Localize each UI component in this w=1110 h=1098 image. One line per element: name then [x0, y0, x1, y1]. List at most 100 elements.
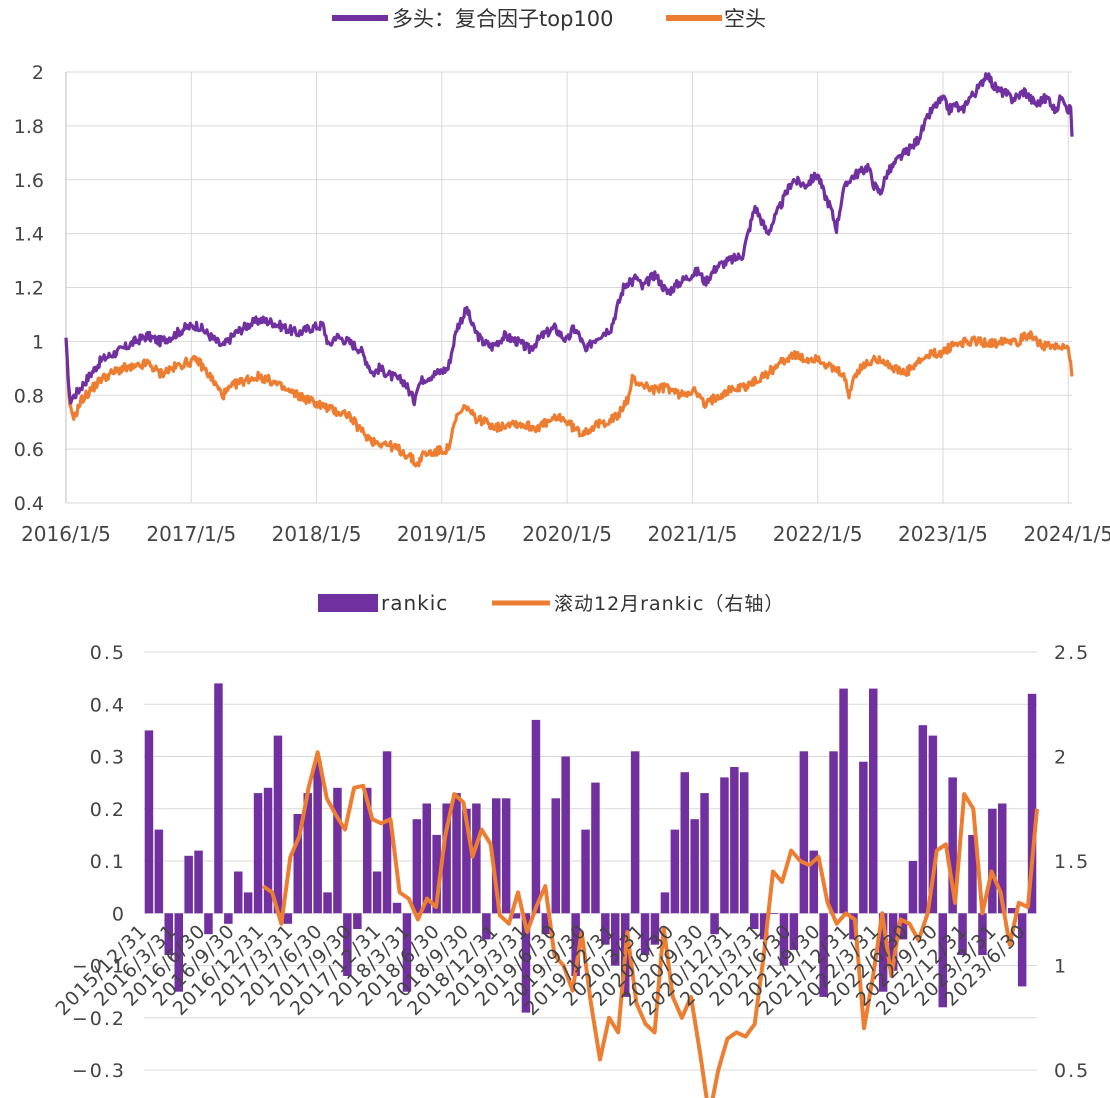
rankic-bar — [234, 871, 243, 914]
rankic-bar — [273, 735, 283, 914]
rankic-bar — [650, 913, 660, 945]
y-tick-label: 0.4 — [14, 493, 44, 515]
rankic-bar — [789, 913, 799, 950]
rankic-bar — [561, 756, 570, 914]
left-y-tick-label: 0 — [112, 903, 126, 925]
rankic-bar — [521, 913, 531, 1013]
rankic-bar — [541, 913, 551, 935]
x-tick-label: 2023/1/5 — [898, 522, 988, 546]
left-y-tick-label: −0.2 — [72, 1008, 126, 1030]
rankic-bar — [690, 819, 699, 914]
rolling-rankic-line — [261, 750, 1039, 1098]
rankic-bar — [630, 751, 640, 914]
legend-short-label: 空头 — [724, 7, 766, 31]
left-y-tick-label: 0.3 — [90, 747, 126, 769]
rankic-bar — [1027, 693, 1037, 914]
rankic-bar — [908, 861, 918, 914]
right-y-tick-label: 1.5 — [1054, 851, 1090, 873]
rankic-bar — [442, 803, 451, 914]
rankic-bar — [472, 803, 481, 914]
y-tick-label: 0.6 — [14, 439, 44, 461]
legend-rolling-label: 滚动12月rankic（右轴） — [554, 593, 784, 615]
rankic-bar — [998, 803, 1007, 914]
rankic-bar — [958, 913, 967, 956]
y-tick-label: 1.6 — [14, 170, 44, 192]
rankic-bar — [224, 913, 233, 924]
right-y-tick-label: 2.5 — [1054, 642, 1090, 664]
rankic-bar — [888, 913, 898, 971]
left-y-tick-label: −0.1 — [72, 956, 126, 978]
rankic-bar — [462, 808, 471, 914]
chart-2-right-y-axis: 0.5 1 1.5 2 2.5 — [1054, 642, 1090, 1082]
chart-2-bars — [144, 683, 1037, 1013]
y-tick-label: 1.2 — [14, 278, 44, 300]
rankic-bar — [382, 751, 392, 914]
x-tick-label: 2020/1/5 — [522, 522, 612, 546]
rankic-bar — [323, 892, 332, 914]
x-tick-label: 2019/1/5 — [397, 522, 487, 546]
left-y-tick-label: −0.3 — [72, 1060, 126, 1082]
chart-2-grid — [144, 651, 1037, 1071]
x-tick-label: 2021/1/5 — [647, 522, 737, 546]
rankic-bar — [531, 719, 541, 914]
rankic-bar — [174, 913, 183, 992]
rankic-bar — [501, 798, 511, 914]
chart-1-legend: 多头：复合因子top100 空头 — [332, 7, 766, 31]
legend-rankic-label: rankic — [381, 591, 448, 615]
rankic-bar — [452, 793, 461, 914]
rankic-bar — [680, 772, 689, 914]
rankic-bar — [184, 855, 193, 914]
rankic-bar — [948, 777, 957, 914]
rankic-bar — [144, 730, 154, 914]
y-tick-label: 0.8 — [14, 385, 44, 407]
y-tick-label: 1 — [32, 331, 44, 353]
chart-2-bar-line: rankic 滚动12月rankic（右轴） −0.3 −0.2 −0.1 0 0.1 0… — [51, 591, 1090, 1098]
rankic-bar — [214, 683, 223, 914]
rankic-bar — [799, 751, 809, 914]
rankic-bar — [849, 913, 858, 940]
rankic-bar — [819, 913, 828, 997]
rankic-bar — [988, 808, 997, 914]
rankic-bar — [978, 913, 987, 956]
rankic-bar — [392, 902, 402, 914]
rankic-bar — [660, 892, 670, 914]
legend-rankic-swatch — [318, 594, 378, 612]
rankic-bar — [670, 829, 680, 914]
left-y-tick-label: 0.4 — [90, 694, 126, 716]
rankic-bar — [243, 892, 253, 914]
rankic-bar — [898, 913, 908, 940]
rankic-bar — [511, 913, 521, 919]
rankic-bar — [253, 793, 263, 914]
chart-2-legend: rankic 滚动12月rankic（右轴） — [318, 591, 784, 615]
rankic-bar — [928, 735, 938, 914]
rankic-bar — [611, 913, 620, 966]
legend-long-label: 多头：复合因子top100 — [392, 7, 614, 31]
rankic-bar — [154, 829, 164, 914]
rankic-bar — [422, 803, 431, 914]
rankic-bar — [283, 913, 293, 924]
rankic-bar — [343, 913, 352, 976]
rankic-bar — [194, 850, 203, 914]
rankic-bar — [482, 913, 491, 940]
series-long-line — [64, 72, 1074, 407]
rankic-bar — [432, 834, 441, 914]
right-y-tick-label: 1 — [1054, 956, 1068, 978]
rankic-bar — [769, 913, 779, 915]
rankic-bar — [809, 850, 818, 914]
rankic-bar — [869, 688, 878, 914]
rankic-bar — [333, 787, 342, 914]
left-y-tick-label: 0.1 — [90, 851, 126, 873]
rankic-bar — [303, 793, 312, 914]
rankic-bar — [1017, 913, 1027, 987]
rankic-bar — [740, 772, 749, 914]
y-tick-label: 2 — [32, 62, 44, 84]
rankic-bar — [591, 782, 600, 914]
rankic-bar — [293, 814, 302, 914]
y-tick-label: 1.4 — [14, 224, 44, 246]
chart-2-x-axis: 2015/12/312016/3/312016/6/302016/9/30201… — [51, 920, 1030, 1020]
x-tick-label: 2016/1/5 — [21, 522, 111, 546]
rankic-bar — [918, 725, 928, 914]
rankic-bar — [839, 688, 848, 914]
right-y-tick-label: 2 — [1054, 747, 1068, 769]
